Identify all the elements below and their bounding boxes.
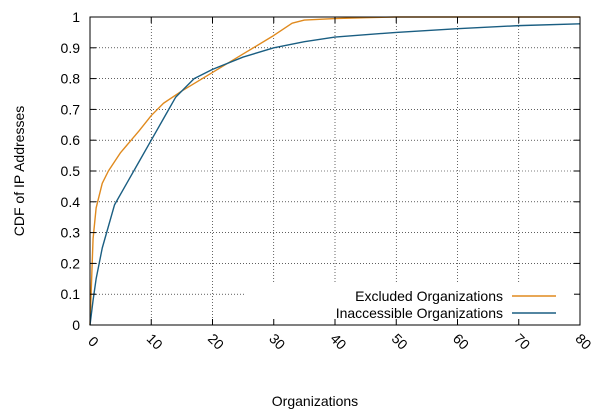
y-tick-label: 0.5	[61, 163, 81, 179]
legend-background	[245, 282, 579, 326]
legend-label-1: Excluded Organizations	[355, 288, 503, 304]
legend-label-2: Inaccessible Organizations	[336, 305, 503, 321]
x-tick-label: 0	[85, 333, 102, 350]
y-tick-label: 0	[72, 317, 80, 333]
y-tick-label: 0.3	[61, 225, 81, 241]
x-tick-label: 50	[389, 330, 411, 352]
y-tick-label: 0.2	[61, 255, 81, 271]
y-tick-label: 1	[72, 9, 80, 25]
x-tick-label: 30	[266, 330, 288, 352]
y-axis-title: CDF of IP Addresses	[11, 106, 27, 236]
x-tick-label: 20	[205, 330, 227, 352]
y-tick-label: 0.8	[61, 71, 81, 87]
x-axis-title: Organizations	[272, 393, 358, 409]
y-tick-label: 0.4	[61, 194, 81, 210]
y-tick-label: 0.9	[61, 40, 81, 56]
series-line-2	[89, 23, 581, 326]
x-tick-label: 40	[327, 330, 349, 352]
y-tick-label: 0.6	[61, 132, 81, 148]
x-tick-label: 70	[511, 330, 533, 352]
y-tick-label: 0.1	[61, 286, 81, 302]
x-tick-label: 80	[572, 330, 594, 352]
grid	[90, 17, 580, 325]
y-tick-label: 0.7	[61, 101, 81, 117]
x-tick-label: 60	[450, 330, 472, 352]
x-tick-label: 10	[144, 330, 166, 352]
